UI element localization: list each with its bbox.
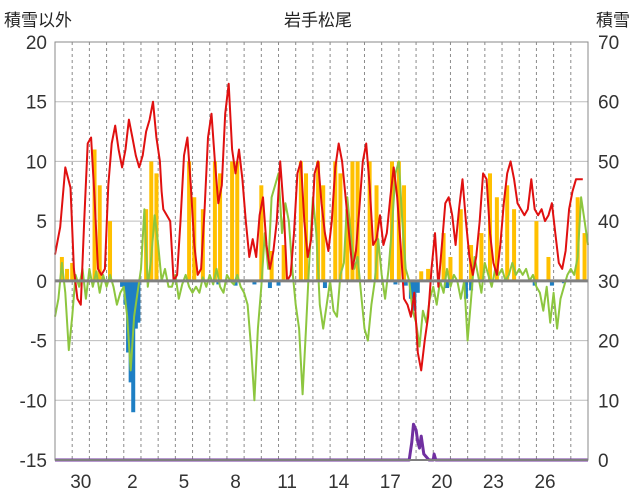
snowfall-bar	[252, 280, 257, 285]
left-tick-label: 0	[36, 272, 47, 293]
x-tick-label: 5	[179, 472, 190, 493]
precipitation-bar	[338, 173, 343, 281]
precipitation-bar	[350, 161, 355, 281]
precipitation-bar	[230, 161, 235, 281]
snowfall-bar	[276, 280, 281, 286]
right-tick-label: 50	[598, 152, 619, 173]
snowfall-bar	[463, 280, 468, 299]
left-tick-label: -15	[20, 451, 47, 472]
precipitation-bar	[316, 161, 321, 281]
precipitation-bar	[108, 221, 113, 281]
snowfall-bar	[469, 280, 474, 291]
line-series	[54, 82, 589, 462]
precipitation-bar	[512, 209, 517, 281]
precipitation-bar	[448, 256, 453, 281]
snowfall-bar	[136, 280, 141, 323]
precipitation-bar	[333, 161, 338, 281]
snowfall-bar	[267, 280, 272, 289]
left-tick-label: -5	[30, 332, 47, 353]
right-tick-label: 60	[598, 93, 619, 114]
precipitation-bar	[345, 209, 350, 281]
left-tick-label: 15	[26, 93, 47, 114]
snowfall-bar	[549, 280, 554, 286]
right-tick-label: 20	[598, 332, 619, 353]
snowfall-bar	[123, 280, 128, 305]
left-tick-label: -10	[20, 391, 47, 412]
precipitation-bar	[441, 233, 446, 281]
precipitation-bar	[321, 185, 326, 281]
right-axis-label: 積雪	[596, 11, 630, 31]
x-tick-label: 26	[534, 472, 555, 493]
precipitation-bar	[298, 161, 303, 281]
precipitation-bar	[65, 268, 70, 281]
left-tick-label: 20	[26, 33, 47, 54]
right-tick-label: 0	[598, 451, 609, 472]
precipitation-bar	[479, 233, 484, 281]
snowfall-bar	[322, 280, 327, 289]
precipitation-bar	[218, 173, 223, 281]
snowfall-bar	[445, 280, 450, 289]
precipitation-bar	[505, 185, 510, 281]
left-axis-label: 積雪以外	[4, 11, 72, 31]
right-tick-label: 30	[598, 272, 619, 293]
precipitation-bar	[259, 185, 264, 281]
precipitation-bar	[149, 161, 154, 281]
chart-title: 岩手松尾	[284, 11, 352, 31]
precipitation-bar	[546, 256, 551, 281]
precipitation-bar	[575, 197, 580, 281]
x-tick-label: 17	[380, 472, 401, 493]
precipitation-bar	[458, 209, 463, 281]
precipitation-bar	[534, 221, 539, 281]
x-tick-label: 20	[431, 472, 452, 493]
max_temp-line	[54, 82, 583, 372]
min_temp-line	[54, 160, 589, 402]
snowfall-bar	[403, 280, 408, 286]
left-tick-label: 5	[36, 212, 47, 233]
snowfall-bar	[415, 280, 420, 293]
x-tick-label: 11	[277, 472, 297, 493]
snowfall-bar	[120, 280, 125, 287]
precipitation-bar	[70, 262, 75, 281]
precipitation-bar	[187, 161, 192, 281]
precipitation-bar	[419, 271, 424, 281]
precipitation-bar	[304, 173, 309, 281]
snow_depth-line	[55, 422, 588, 462]
right-tick-label: 40	[598, 212, 619, 233]
tick-labels: -15 -10 -5 0 5 10 15 20 0 10 20 30 40 50 60 70 30 2 5 8 11 14…	[20, 33, 620, 493]
precipitation-bar	[582, 233, 587, 281]
precipitation-bar	[494, 197, 499, 281]
x-tick-label: 23	[483, 472, 504, 493]
precipitation-bar	[367, 161, 372, 281]
snowfall-bar	[128, 280, 133, 383]
snowfall-bar	[233, 280, 238, 286]
precipitation-bar	[212, 161, 217, 281]
precipitation-bar	[281, 245, 286, 281]
precipitation-bar	[97, 185, 102, 281]
right-tick-label: 10	[598, 391, 619, 412]
axes	[54, 41, 589, 461]
x-tick-label: 14	[328, 472, 350, 493]
right-tick-label: 70	[598, 33, 619, 54]
snowfall-bar	[131, 280, 136, 413]
left-tick-label: 10	[26, 152, 47, 173]
x-tick-label: 30	[70, 472, 91, 493]
precipitation-bar	[426, 268, 431, 281]
x-tick-label: 8	[230, 472, 241, 493]
precipitation-bar	[235, 161, 240, 281]
grid-lines	[55, 41, 588, 461]
precipitation-bar	[269, 251, 274, 281]
x-tick-label: 2	[127, 472, 138, 493]
snowfall-bar	[393, 280, 398, 285]
